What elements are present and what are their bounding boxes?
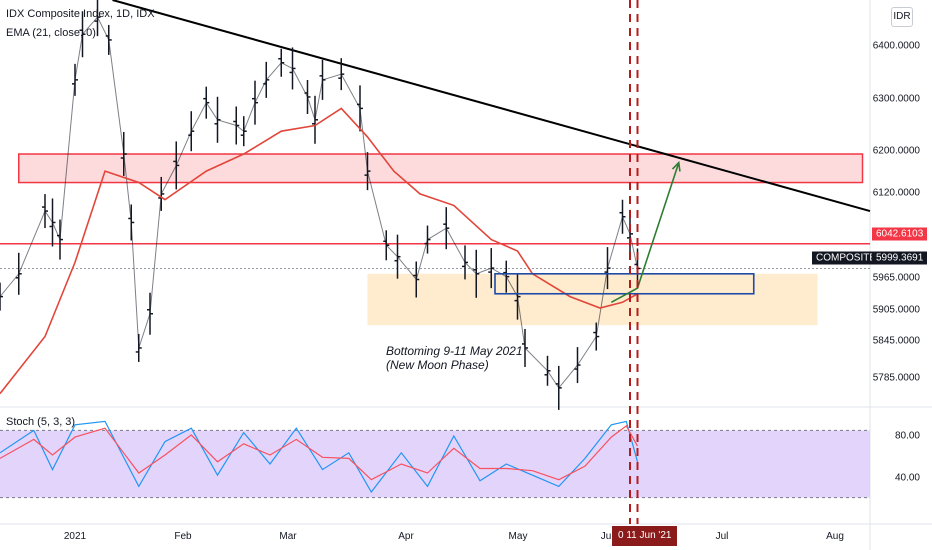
price-series-line: [0, 16, 638, 389]
time-tick: Mar: [279, 531, 297, 542]
price-tick: 5965.0000: [872, 272, 920, 284]
price-tick: 5845.0000: [872, 335, 920, 347]
date-tag-prefix: 0: [618, 530, 624, 541]
stoch-legend: Stoch (5, 3, 3): [6, 416, 76, 428]
time-tick: Feb: [174, 531, 192, 542]
price-pane: [0, 0, 870, 405]
descending-trendline: [112, 0, 871, 213]
time-tick: Ju: [600, 531, 612, 542]
symbol-badge: COMPOSITE: [812, 251, 881, 265]
price-tick: 6120.0000: [872, 187, 920, 199]
projection-arrowhead: [671, 160, 681, 172]
support-zone: [367, 273, 818, 326]
target-box: [494, 273, 755, 295]
price-tick: 5905.0000: [872, 304, 920, 316]
price-tick: 6400.0000: [872, 40, 920, 52]
time-tick: 2021: [63, 531, 87, 542]
stoch-band: [0, 430, 870, 498]
ema-legend: EMA (21, close, 0): [6, 27, 96, 39]
currency-button[interactable]: IDR: [891, 7, 913, 27]
projection-arrow: [610, 162, 680, 304]
level-price-badge: 6042.6103: [872, 227, 928, 241]
stoch-d-line: [0, 425, 639, 481]
last-price-badge: 5999.3691: [872, 251, 928, 265]
price-tick: 6200.0000: [872, 145, 920, 157]
time-tick: May: [508, 531, 528, 542]
stoch-tick: 40.00: [894, 472, 920, 484]
annotation-line-1: Bottoming 9-11 May 2021: [386, 344, 523, 358]
bottoming-annotation: Bottoming 9-11 May 2021 (New Moon Phase): [386, 344, 523, 372]
date-crosshair-tag: 0 11 Jun '21: [612, 526, 678, 546]
resistance-zone: [18, 153, 864, 184]
stoch-tick: 80.00: [894, 430, 920, 442]
price-tick: 5785.0000: [872, 372, 920, 384]
time-tick: Jul: [715, 531, 729, 542]
chart-title: IDX Composite Index, 1D, IDX: [6, 8, 155, 20]
annotation-line-2: (New Moon Phase): [386, 358, 489, 372]
date-tag-label: 11 Jun '21: [626, 530, 672, 541]
price-tick: 6300.0000: [872, 93, 920, 105]
stoch-k-line: [0, 420, 639, 494]
time-tick: Aug: [826, 531, 844, 542]
ema-line: [0, 107, 638, 395]
time-tick: Apr: [398, 531, 414, 542]
